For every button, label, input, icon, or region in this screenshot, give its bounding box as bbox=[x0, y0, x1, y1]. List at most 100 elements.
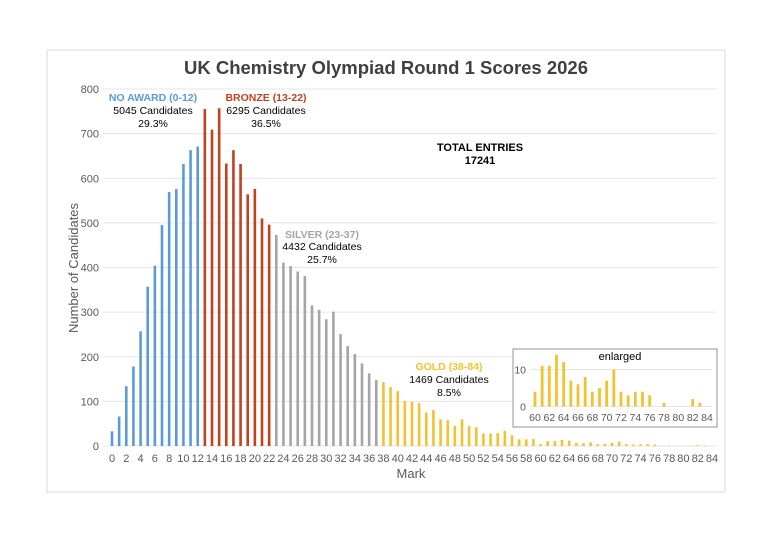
inset-bar bbox=[547, 365, 551, 407]
annotation-candidates: 6295 Candidates bbox=[226, 105, 305, 117]
bar bbox=[289, 266, 292, 446]
x-tick-label: 12 bbox=[192, 453, 204, 465]
inset-x-tick-label: 68 bbox=[586, 412, 598, 424]
x-tick-label: 74 bbox=[634, 453, 646, 465]
bar bbox=[196, 146, 200, 446]
y-tick-label: 800 bbox=[81, 84, 99, 96]
bar bbox=[446, 420, 450, 446]
annotation-title: NO AWARD (0-12) bbox=[109, 92, 197, 104]
bar bbox=[646, 444, 650, 446]
y-tick-label: 100 bbox=[81, 396, 99, 408]
inset-bars bbox=[533, 354, 702, 407]
bar bbox=[467, 425, 471, 446]
bar bbox=[167, 192, 171, 446]
x-tick-label: 0 bbox=[109, 453, 115, 465]
inset-x-tick-label: 74 bbox=[629, 412, 641, 424]
bar bbox=[317, 309, 321, 446]
bar bbox=[403, 400, 407, 446]
inset-bar bbox=[633, 391, 637, 407]
bar bbox=[553, 441, 557, 446]
y-tick-label: 200 bbox=[81, 352, 99, 364]
bar bbox=[653, 444, 657, 446]
inset-x-tick-label: 66 bbox=[572, 412, 584, 424]
x-tick-label: 36 bbox=[363, 453, 375, 465]
x-tick-label: 30 bbox=[320, 453, 332, 465]
bar bbox=[389, 387, 392, 446]
y-tick-label: 600 bbox=[81, 173, 99, 185]
inset-bar bbox=[641, 391, 644, 407]
x-tick-label: 38 bbox=[377, 453, 389, 465]
bar bbox=[503, 430, 507, 446]
annotation-candidates: 4432 Candidates bbox=[282, 241, 361, 253]
inset-x-tick-label: 72 bbox=[615, 412, 627, 424]
annotation-bronze: BRONZE (13-22) 6295 Candidates 36.5% bbox=[225, 92, 306, 130]
bars bbox=[110, 108, 707, 447]
inset-bar bbox=[612, 369, 616, 407]
inset-bar bbox=[590, 391, 594, 407]
bar bbox=[160, 225, 164, 446]
bar bbox=[246, 194, 250, 446]
x-tick-label: 10 bbox=[177, 453, 189, 465]
inset-x-tick-label: 84 bbox=[701, 412, 713, 424]
inset-bar bbox=[576, 384, 580, 407]
bar bbox=[582, 443, 585, 446]
bar bbox=[617, 441, 621, 446]
bar bbox=[546, 441, 550, 446]
bar bbox=[210, 129, 214, 446]
bar bbox=[339, 333, 342, 446]
bar bbox=[117, 416, 121, 446]
inset-x-tick-label: 78 bbox=[658, 412, 670, 424]
x-tick-label: 78 bbox=[663, 453, 675, 465]
bar bbox=[453, 425, 457, 446]
x-tick-label: 32 bbox=[334, 453, 346, 465]
bar bbox=[124, 386, 128, 446]
x-tick-label: 42 bbox=[406, 453, 418, 465]
x-tick-label: 6 bbox=[152, 453, 158, 465]
bar bbox=[132, 366, 135, 446]
bar bbox=[203, 109, 207, 447]
x-tick-label: 20 bbox=[249, 453, 261, 465]
inset-y-tick-label: 10 bbox=[514, 365, 526, 377]
x-tick-label: 22 bbox=[263, 453, 275, 465]
bar bbox=[146, 286, 150, 446]
chart-title: UK Chemistry Olympiad Round 1 Scores 202… bbox=[184, 57, 588, 78]
annotation-gold: GOLD (38-84) 1469 Candidates 8.5% bbox=[409, 361, 488, 399]
bar bbox=[510, 435, 514, 446]
bar bbox=[439, 419, 442, 446]
annotation-percent: 25.7% bbox=[307, 254, 337, 266]
inset-y-tick-label: 0 bbox=[520, 402, 526, 414]
inset-bar bbox=[533, 391, 537, 407]
bar bbox=[424, 412, 428, 446]
x-tick-label: 68 bbox=[592, 453, 604, 465]
x-tick-label: 52 bbox=[477, 453, 489, 465]
x-tick-label: 2 bbox=[123, 453, 129, 465]
inset-chart: enlarged 0 10 60 62 64 66 68 70 72 74 76 78 80 82 84 bbox=[512, 348, 718, 428]
bar bbox=[282, 262, 285, 446]
bar bbox=[432, 409, 435, 446]
inset-bar bbox=[555, 354, 558, 407]
inset-x-axis-ticks: 60 62 64 66 68 70 72 74 76 78 80 82 84 bbox=[529, 412, 713, 424]
annotation-percent: 29.3% bbox=[138, 118, 168, 130]
bar bbox=[182, 163, 185, 446]
inset-title: enlarged bbox=[599, 351, 642, 363]
x-tick-label: 64 bbox=[563, 453, 575, 465]
bar bbox=[303, 275, 307, 446]
y-axis-label: Number of Candidates bbox=[66, 202, 81, 333]
y-tick-label: 300 bbox=[81, 307, 99, 319]
y-tick-label: 500 bbox=[81, 218, 99, 230]
bar bbox=[474, 427, 478, 446]
inset-bar bbox=[648, 395, 652, 407]
x-tick-label: 58 bbox=[520, 453, 532, 465]
y-tick-label: 700 bbox=[81, 129, 99, 141]
inset-bar bbox=[626, 395, 630, 407]
inset-x-tick-label: 64 bbox=[558, 412, 570, 424]
bar bbox=[153, 265, 157, 446]
x-tick-label: 50 bbox=[463, 453, 475, 465]
bar bbox=[139, 331, 142, 446]
bar bbox=[260, 218, 264, 446]
bar bbox=[374, 379, 378, 446]
inset-bar bbox=[662, 402, 666, 407]
bar bbox=[239, 163, 242, 446]
x-tick-label: 44 bbox=[420, 453, 432, 465]
